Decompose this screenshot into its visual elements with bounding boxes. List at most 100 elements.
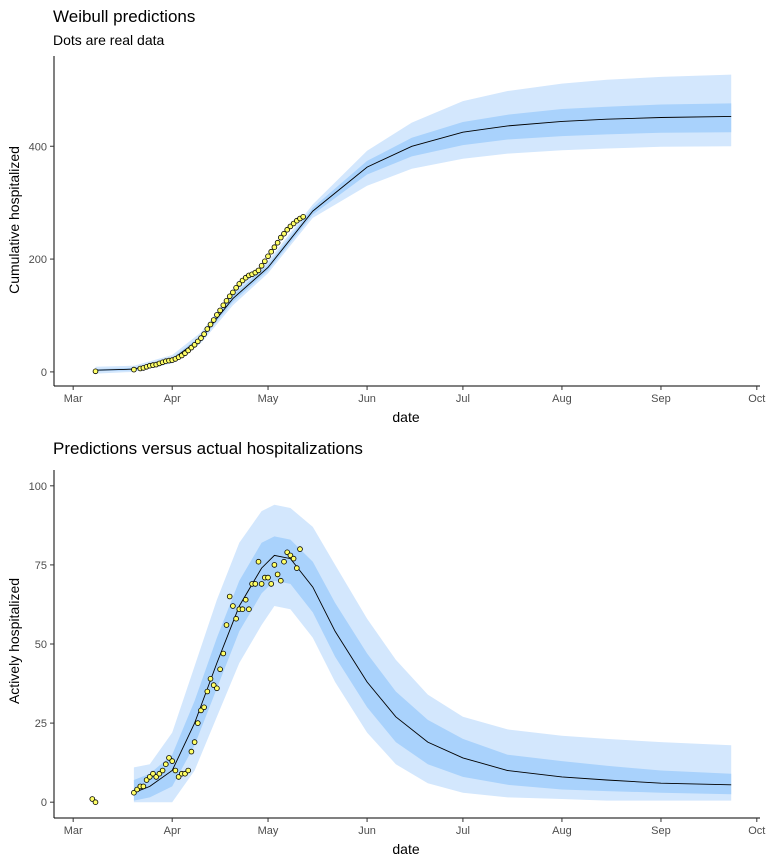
- x-tick-label: Mar: [64, 393, 83, 405]
- data-point: [284, 226, 291, 233]
- data-point: [223, 622, 230, 628]
- data-point: [188, 748, 195, 755]
- data-point: [140, 783, 147, 790]
- data-point: [233, 284, 239, 291]
- data-point: [220, 650, 227, 657]
- x-tick-label: Jul: [456, 393, 470, 405]
- x-tick-label: Jul: [456, 825, 470, 837]
- x-tick-label: May: [258, 393, 279, 405]
- data-point: [255, 267, 262, 274]
- data-point: [252, 581, 259, 587]
- x-tick-label: Jun: [358, 393, 376, 405]
- data-point: [268, 248, 275, 255]
- y-axis-label: Actively hospitalized: [6, 578, 22, 704]
- data-point: [277, 577, 284, 584]
- x-tick-label: Apr: [164, 393, 181, 405]
- data-point: [172, 767, 179, 774]
- x-tick-label: Mar: [64, 825, 83, 837]
- x-tick-label: Aug: [552, 393, 572, 405]
- data-point: [300, 214, 307, 220]
- data-point: [182, 770, 188, 777]
- data-point: [293, 565, 300, 571]
- data-point: [207, 321, 214, 328]
- data-point: [201, 704, 207, 711]
- data-point: [281, 230, 287, 237]
- data-point: [265, 253, 271, 260]
- x-axis-label: date: [392, 841, 419, 857]
- inner-interval-band: [95, 103, 732, 372]
- data-point: [153, 774, 160, 780]
- data-point: [261, 258, 268, 265]
- data-point: [195, 720, 201, 726]
- x-tick-label: Jun: [358, 825, 376, 837]
- data-point: [217, 307, 223, 314]
- data-point: [214, 685, 220, 692]
- data-point: [287, 552, 294, 559]
- inner-interval-band: [133, 536, 732, 801]
- data-point: [268, 581, 275, 587]
- data-point: [207, 675, 214, 682]
- data-point: [242, 596, 249, 603]
- data-point: [131, 789, 137, 796]
- x-tick-label: Oct: [748, 825, 765, 837]
- data-point: [198, 335, 204, 341]
- data-point: [195, 338, 201, 345]
- data-point: [274, 239, 281, 246]
- data-point: [290, 555, 297, 562]
- y-tick-label: 200: [29, 254, 47, 266]
- data-point: [226, 293, 233, 300]
- data-point: [258, 581, 265, 587]
- x-axis-label: date: [392, 409, 419, 425]
- data-point: [246, 606, 252, 612]
- data-point: [201, 331, 207, 337]
- data-point: [92, 368, 99, 375]
- data-point: [131, 366, 137, 373]
- y-axis-label: Cumulative hospitalized: [6, 146, 22, 294]
- data-point: [92, 799, 99, 805]
- x-tick-label: Sep: [651, 393, 671, 405]
- x-tick-label: Oct: [748, 393, 765, 405]
- data-point: [204, 688, 211, 695]
- data-point: [274, 571, 281, 578]
- chart-title: Predictions versus actual hospitalizatio…: [53, 439, 363, 458]
- data-point: [233, 615, 239, 622]
- y-tick-label: 0: [41, 797, 47, 809]
- chart-subtitle: Dots are real data: [53, 32, 164, 48]
- data-point: [297, 546, 303, 552]
- y-tick-label: 100: [29, 481, 47, 493]
- y-tick-label: 75: [35, 560, 47, 572]
- y-tick-label: 50: [35, 639, 47, 651]
- data-point: [230, 603, 236, 609]
- data-point: [239, 606, 246, 612]
- data-point: [281, 558, 287, 565]
- data-point: [265, 574, 271, 581]
- y-tick-label: 25: [35, 718, 47, 730]
- data-point: [185, 767, 192, 774]
- data-point: [220, 302, 227, 309]
- data-point: [175, 774, 182, 780]
- data-point: [156, 770, 163, 777]
- data-point: [226, 593, 233, 600]
- data-point: [163, 761, 169, 767]
- data-point: [214, 312, 220, 318]
- data-point: [271, 562, 278, 568]
- data-point: [236, 281, 243, 287]
- data-point: [271, 244, 278, 251]
- cumulative-panel: Weibull predictions Dots are real data M…: [6, 7, 765, 425]
- data-point: [204, 326, 211, 332]
- data-point: [147, 774, 153, 780]
- x-tick-label: May: [258, 825, 279, 837]
- data-point: [159, 767, 166, 774]
- data-point: [255, 558, 262, 565]
- data-point: [191, 739, 198, 745]
- data-point: [210, 682, 217, 688]
- data-point: [210, 317, 217, 323]
- y-tick-label: 400: [29, 141, 47, 153]
- data-point: [166, 755, 172, 761]
- data-point: [223, 297, 230, 304]
- data-point: [191, 341, 198, 348]
- data-point: [230, 289, 236, 296]
- data-point: [150, 770, 156, 777]
- x-tick-label: Aug: [552, 825, 572, 837]
